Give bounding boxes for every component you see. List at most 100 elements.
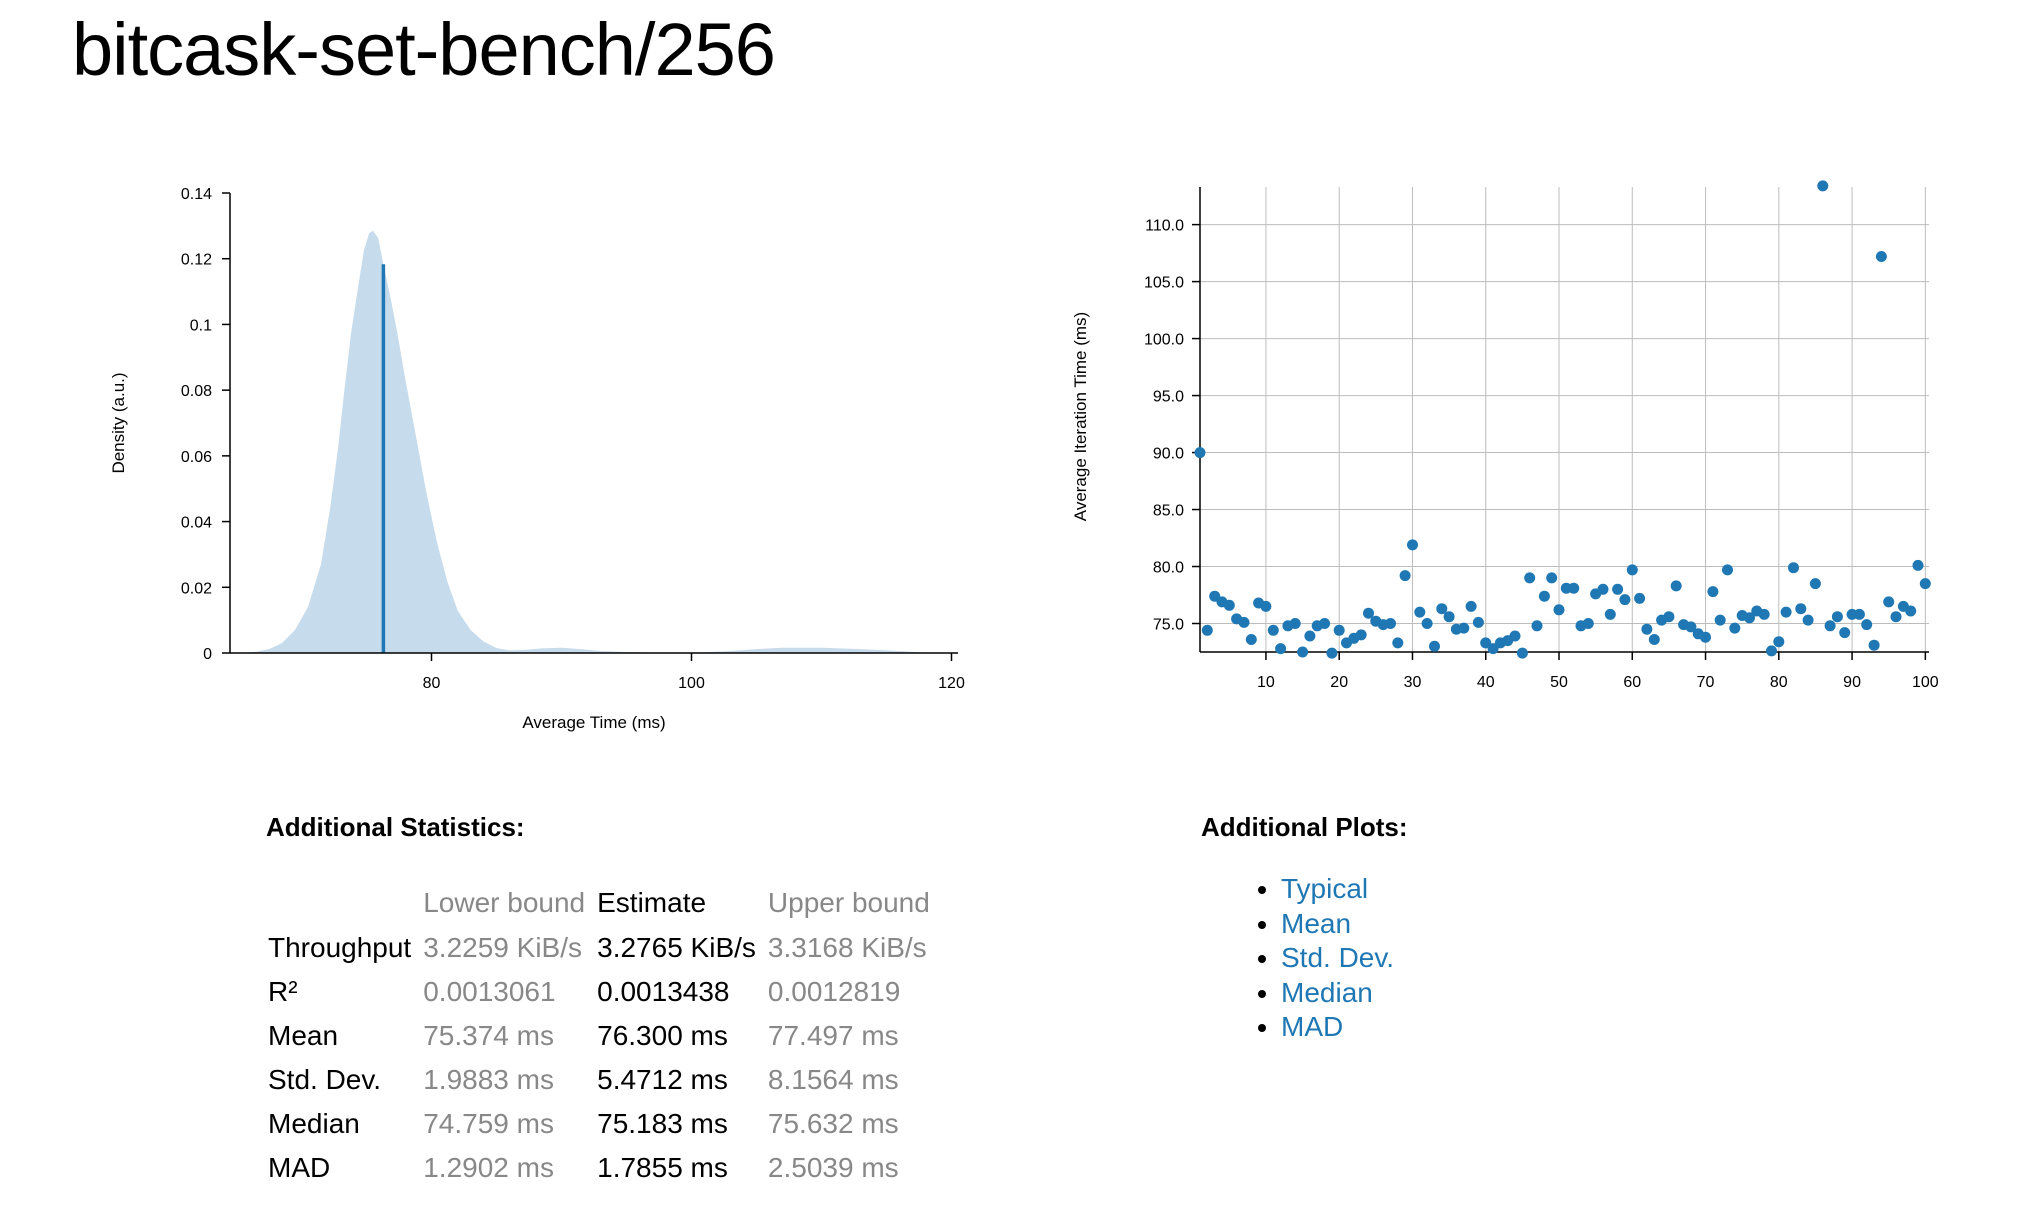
- data-point: [1443, 611, 1455, 623]
- y-tick-label: 105.0: [1144, 275, 1184, 292]
- plot-link-item: MAD: [1281, 1010, 1394, 1045]
- data-point: [1363, 607, 1374, 619]
- additional-plots-list: TypicalMeanStd. Dev.MedianMAD: [1245, 872, 1394, 1045]
- x-tick-label: 100: [1912, 674, 1939, 691]
- data-point: [1333, 624, 1345, 636]
- data-point: [1722, 564, 1733, 576]
- data-point: [1685, 621, 1697, 633]
- page-title: bitcask-set-bench/256: [72, 8, 776, 91]
- stats-body: Throughput 3.2259 KiB/s 3.2765 KiB/s 3.3168…: [262, 926, 936, 1190]
- y-tick-label: 100.0: [1144, 332, 1184, 349]
- data-point: [1670, 580, 1682, 592]
- stats-row-estimate: 0.0013438: [597, 976, 730, 1007]
- data-point: [1553, 604, 1565, 616]
- data-point: [1707, 586, 1719, 598]
- data-point: [1875, 251, 1887, 262]
- stats-header-estimate: Estimate: [597, 887, 707, 918]
- y-tick-label: 85.0: [1153, 503, 1184, 520]
- data-point: [1700, 631, 1711, 643]
- data-point: [1912, 559, 1924, 571]
- data-point: [1773, 636, 1785, 648]
- stats-row: Std. Dev. 1.9883 ms 5.4712 ms 8.1564 ms: [262, 1058, 936, 1102]
- stats-row-lower: 3.2259 KiB/s: [423, 932, 582, 963]
- data-point: [1626, 564, 1638, 576]
- plot-link-item: Std. Dev.: [1281, 941, 1394, 976]
- stats-row-name: Mean: [268, 1020, 339, 1051]
- data-point: [1831, 611, 1843, 623]
- y-tick-label: 0.08: [181, 383, 212, 400]
- y-tick-label: 0.06: [181, 449, 212, 466]
- y-tick-label: 95.0: [1153, 389, 1184, 406]
- data-point: [1809, 578, 1821, 590]
- data-point: [1472, 616, 1484, 628]
- data-point: [1634, 592, 1646, 604]
- data-point: [1582, 618, 1594, 629]
- stats-table: Lower bound Estimate Upper bound Through…: [262, 880, 936, 1190]
- data-point: [1407, 539, 1418, 551]
- stats-row-upper: 75.632 ms: [767, 1108, 899, 1139]
- data-point: [1524, 572, 1536, 584]
- data-point: [1604, 608, 1616, 620]
- x-tick-label: 20: [1330, 674, 1348, 691]
- data-point: [1260, 600, 1272, 612]
- data-point: [1663, 611, 1675, 623]
- plot-link-median[interactable]: Median: [1281, 976, 1373, 1008]
- x-tick-label: 40: [1477, 674, 1495, 691]
- data-point: [1619, 594, 1631, 606]
- data-point: [1392, 637, 1404, 649]
- data-point: [1267, 624, 1279, 636]
- x-tick-label: 80: [423, 675, 441, 692]
- stats-header-lower: Lower bound: [423, 887, 586, 918]
- stats-row-lower: 75.374 ms: [423, 1020, 554, 1051]
- data-point: [1326, 647, 1338, 659]
- plot-link-typical[interactable]: Typical: [1281, 873, 1369, 904]
- data-point: [1304, 630, 1316, 642]
- y-tick-label: 0.04: [181, 515, 212, 532]
- data-point: [1905, 605, 1917, 617]
- pdf-chart: 0 0.02 0.04 0.06 0.08 0.1 0.12 0.14 80 100 120 Aver…: [109, 186, 965, 732]
- data-point: [1744, 612, 1755, 624]
- data-point: [1201, 624, 1213, 636]
- data-point: [1480, 637, 1492, 649]
- data-point: [1788, 562, 1799, 574]
- stats-title: Additional Statistics:: [266, 812, 525, 842]
- x-tick-label: 60: [1623, 674, 1641, 691]
- data-point: [1824, 620, 1836, 632]
- plot-link-mean[interactable]: Mean: [1281, 907, 1352, 939]
- density-area: [236, 230, 932, 654]
- data-point: [1861, 619, 1873, 631]
- stats-header-row: Lower bound Estimate Upper bound: [262, 880, 936, 926]
- data-point: [1223, 599, 1235, 611]
- stats-row: Median 74.759 ms 75.183 ms 75.632 ms: [262, 1102, 936, 1146]
- data-point: [1817, 180, 1829, 192]
- data-point: [1436, 603, 1448, 615]
- stats-row-name: Std. Dev.: [268, 1064, 382, 1095]
- data-point: [1853, 608, 1865, 620]
- plot-link-std-dev[interactable]: Std. Dev.: [1281, 942, 1395, 973]
- stats-row: R² 0.0013061 0.0013438 0.0012819: [262, 970, 936, 1014]
- plots-title: Additional Plots:: [1201, 812, 1408, 842]
- stats-header-blank: [262, 880, 417, 926]
- stats-row-estimate: 5.4712 ms: [597, 1064, 728, 1095]
- stats-row-estimate: 75.183 ms: [597, 1108, 728, 1139]
- stats-row-estimate: 3.2765 KiB/s: [597, 932, 756, 963]
- data-point: [1538, 590, 1550, 602]
- data-point: [1729, 622, 1741, 634]
- data-point: [1612, 583, 1624, 595]
- plot-link-mad[interactable]: MAD: [1281, 1011, 1344, 1042]
- data-point: [1531, 620, 1543, 632]
- stats-row-upper: 77.497 ms: [767, 1020, 899, 1051]
- stats-row: Throughput 3.2259 KiB/s 3.2765 KiB/s 3.3168…: [262, 926, 936, 970]
- stats-row-lower: 1.2902 ms: [423, 1152, 554, 1183]
- data-point: [1465, 600, 1477, 612]
- stats-row-estimate: 1.7855 ms: [597, 1152, 728, 1183]
- plot-link-item: Median: [1281, 976, 1394, 1011]
- data-point: [1802, 614, 1814, 626]
- stats-row: MAD 1.2902 ms 1.7855 ms 2.5039 ms: [262, 1146, 936, 1190]
- data-point: [1289, 618, 1301, 629]
- y-tick-label: 0.02: [181, 580, 212, 597]
- plot-link-item: Mean: [1281, 907, 1394, 942]
- stats-row: Mean 75.374 ms 76.300 ms 77.497 ms: [262, 1014, 936, 1058]
- data-point: [1297, 646, 1309, 658]
- data-point: [1509, 630, 1521, 642]
